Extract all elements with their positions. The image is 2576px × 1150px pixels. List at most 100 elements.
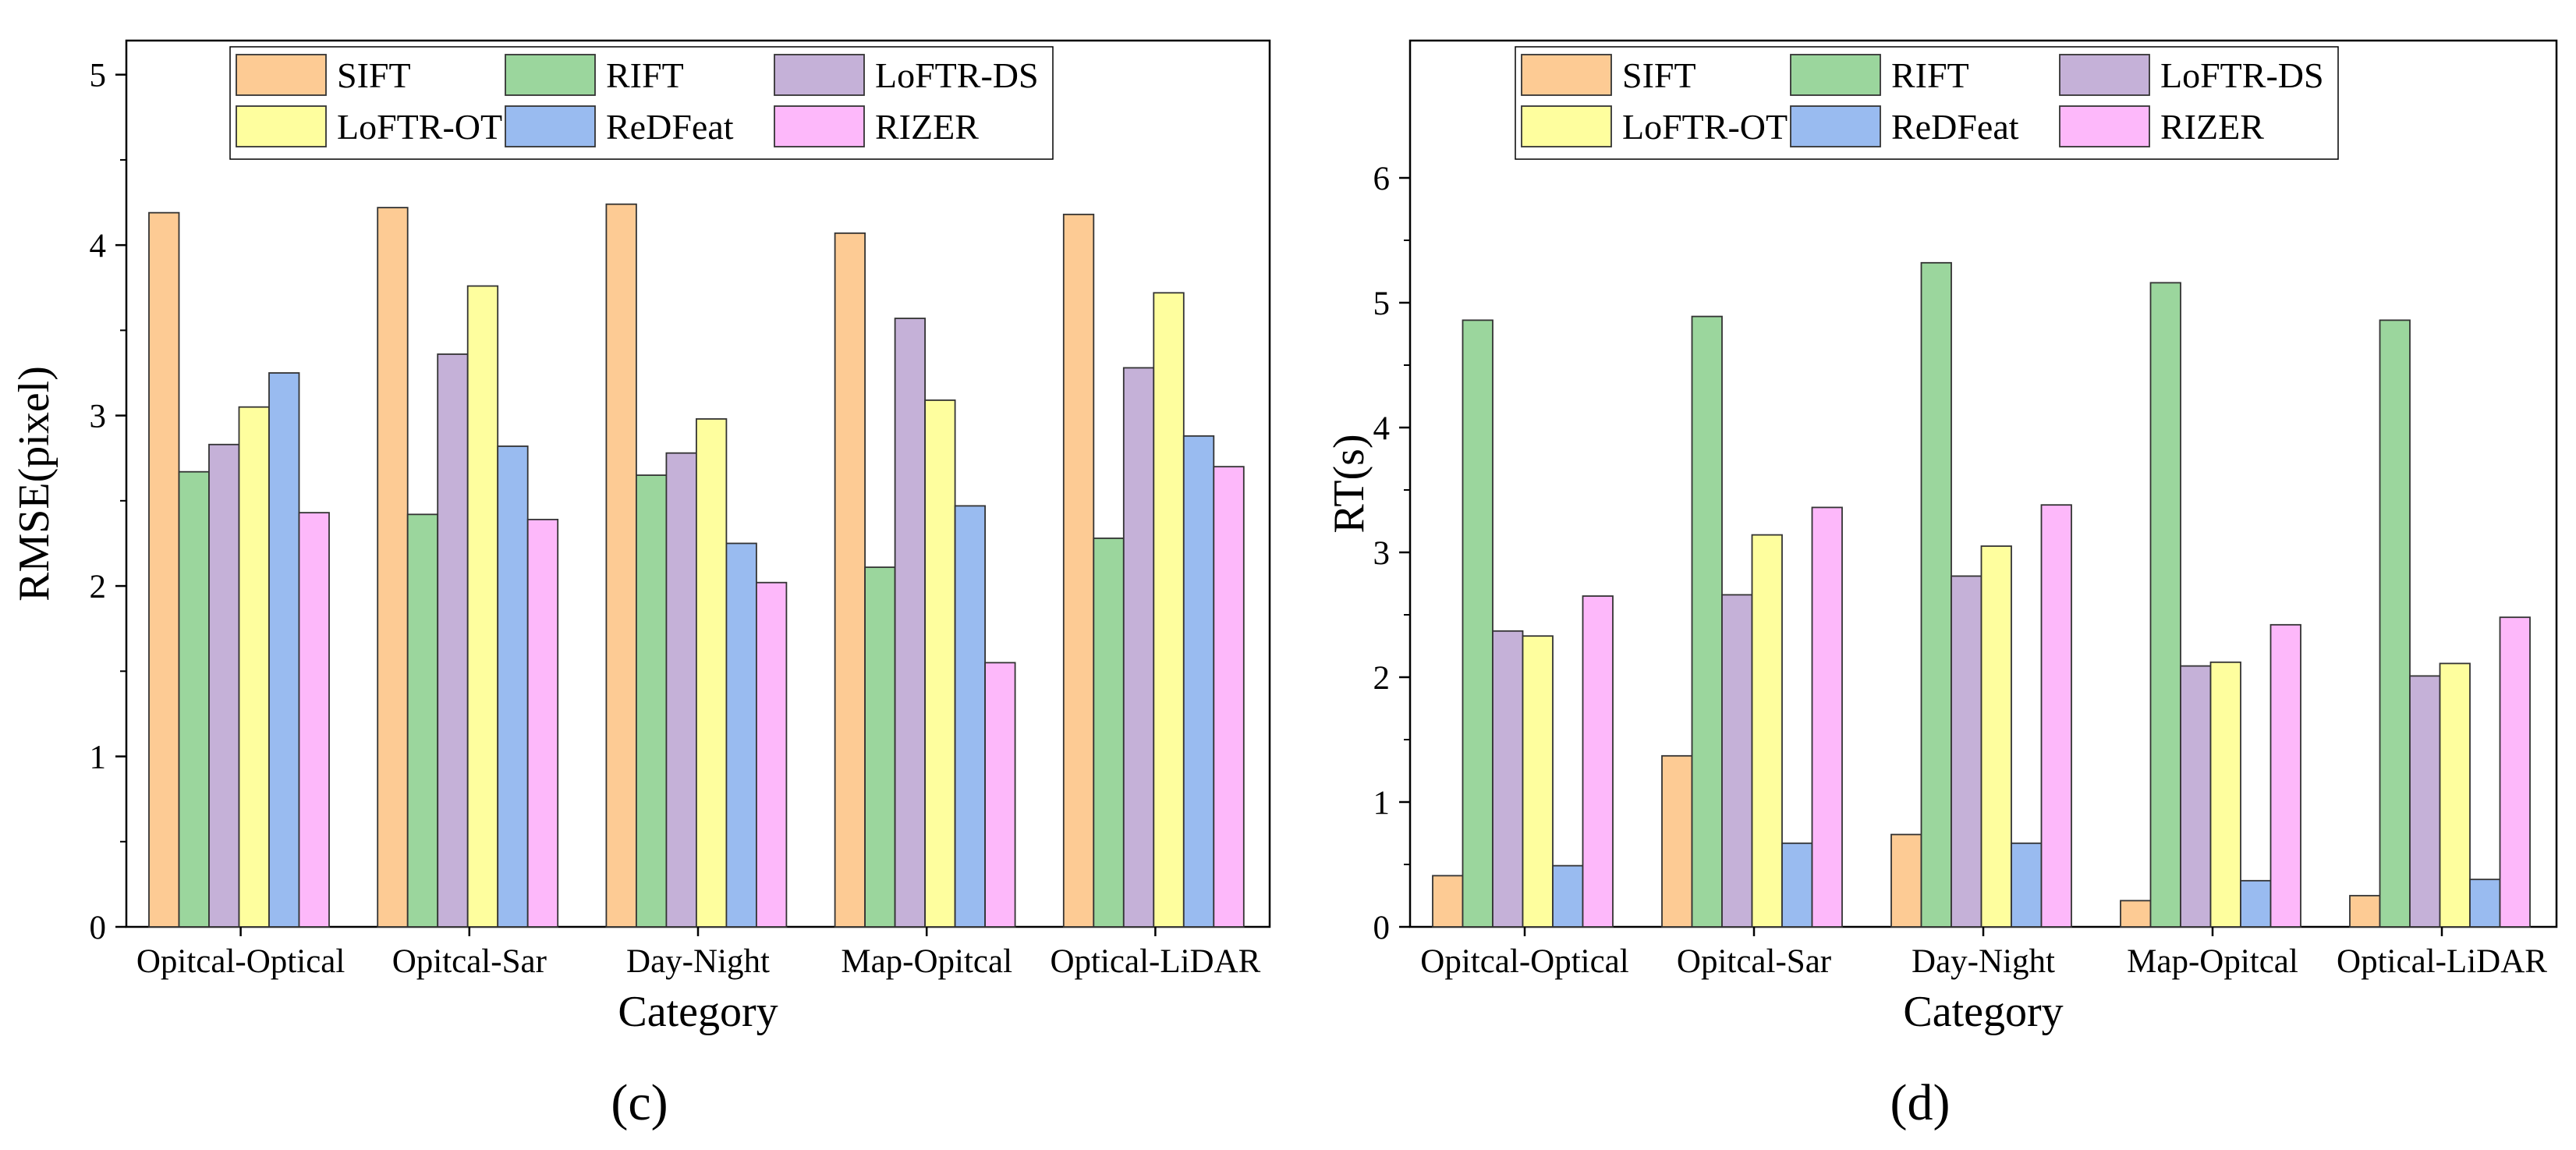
- legend-box: [229, 46, 1054, 160]
- x-tick-label: Opitcal-Sar: [1677, 943, 1831, 980]
- bar-rizer-3: [984, 662, 1016, 928]
- legend-swatch-sift: [1521, 54, 1612, 96]
- bar-rift-4: [2379, 319, 2411, 928]
- bar-rift-2: [1920, 261, 1952, 928]
- bar-rizer-4: [1213, 466, 1245, 928]
- bar-rift-3: [2149, 282, 2181, 928]
- bar-sift-0: [148, 211, 180, 928]
- bar-loftr-ot-2: [1980, 545, 2012, 928]
- bar-redfeat-4: [1182, 435, 1215, 928]
- bar-loftr-ds-3: [2180, 665, 2212, 928]
- bar-sift-4: [2349, 895, 2381, 928]
- bar-loftr-ds-4: [2409, 675, 2441, 928]
- legend-label-rift: RIFT: [1891, 55, 1969, 95]
- bar-loftr-ds-2: [1951, 575, 1982, 928]
- legend-swatch-rift: [1790, 54, 1881, 96]
- bar-rift-3: [864, 566, 896, 928]
- x-tick-label: Optical-LiDAR: [1050, 943, 1260, 980]
- bar-redfeat-0: [1552, 864, 1584, 928]
- bar-rizer-2: [756, 581, 788, 928]
- legend-label-loftr-ot: LoFTR-OT: [1622, 107, 1788, 147]
- legend-label-sift: SIFT: [337, 55, 411, 95]
- legend-swatch-redfeat: [505, 105, 596, 147]
- legend-label-loftr-ot: LoFTR-OT: [337, 107, 502, 147]
- x-axis-title: Category: [618, 988, 778, 1036]
- bar-sift-4: [1062, 213, 1095, 928]
- bar-sift-3: [834, 232, 866, 928]
- bar-sift-2: [1890, 833, 1922, 928]
- legend-swatch-rizer: [2059, 105, 2150, 147]
- legend-swatch-rizer: [774, 105, 865, 147]
- bar-loftr-ot-0: [238, 406, 270, 928]
- y-tick-label: 2: [90, 569, 107, 605]
- legend-label-redfeat: ReDFeat: [1891, 107, 2019, 147]
- bar-rizer-0: [298, 512, 330, 928]
- legend-swatch-loftr-ot: [236, 105, 327, 147]
- bar-redfeat-2: [2011, 842, 2043, 928]
- panel-label: (d): [1890, 1074, 1951, 1131]
- bar-rizer-1: [1811, 506, 1843, 928]
- y-tick-label: 0: [90, 910, 107, 946]
- legend-label-loftr-ds: LoFTR-DS: [2160, 55, 2324, 95]
- y-tick-label: 6: [1373, 161, 1391, 197]
- legend-swatch-rift: [505, 54, 596, 96]
- x-tick-label: Optical-LiDAR: [2337, 943, 2547, 980]
- bar-loftr-ot-0: [1522, 635, 1554, 928]
- legend-box: [1515, 46, 2339, 160]
- x-tick-label: Opitcal-Optical: [1420, 943, 1629, 980]
- bar-rizer-4: [2499, 616, 2531, 928]
- bar-sift-3: [2120, 900, 2152, 928]
- legend-label-rizer: RIZER: [875, 107, 979, 147]
- bar-loftr-ot-3: [2209, 661, 2241, 928]
- bar-redfeat-1: [497, 445, 529, 928]
- bar-loftr-ds-0: [208, 443, 240, 928]
- bar-redfeat-3: [2240, 879, 2272, 928]
- y-tick-label: 4: [90, 228, 107, 264]
- legend-swatch-loftr-ds: [2059, 54, 2150, 96]
- bar-redfeat-0: [268, 372, 300, 928]
- legend-swatch-redfeat: [1790, 105, 1881, 147]
- x-axis-title: Category: [1903, 988, 2063, 1036]
- legend-label-sift: SIFT: [1622, 55, 1696, 95]
- bar-rift-1: [406, 513, 439, 928]
- bar-sift-2: [605, 203, 637, 928]
- bar-loftr-ot-2: [696, 418, 728, 928]
- x-tick-label: Map-Opitcal: [841, 943, 1012, 980]
- legend-label-rift: RIFT: [606, 55, 684, 95]
- x-tick-label: Map-Opitcal: [2127, 943, 2298, 980]
- bar-loftr-ds-0: [1492, 630, 1524, 928]
- legend-swatch-loftr-ot: [1521, 105, 1612, 147]
- bar-loftr-ds-4: [1122, 367, 1155, 928]
- bar-redfeat-4: [2469, 878, 2501, 928]
- y-tick-label: 2: [1373, 660, 1391, 697]
- bar-loftr-ds-3: [894, 318, 926, 928]
- bar-redfeat-2: [725, 542, 757, 928]
- bar-sift-1: [1661, 754, 1693, 928]
- x-tick-label: Day-Night: [1912, 943, 2055, 980]
- x-tick-label: Day-Night: [626, 943, 770, 980]
- y-tick-label: 0: [1373, 910, 1391, 946]
- x-tick-label: Opitcal-Sar: [392, 943, 547, 980]
- bar-rizer-3: [2270, 623, 2301, 928]
- y-axis-title: RT(s): [1325, 434, 1373, 533]
- y-axis-title: RMSE(pixel): [10, 366, 58, 602]
- legend-swatch-sift: [236, 54, 327, 96]
- bar-loftr-ds-1: [1721, 594, 1753, 928]
- bar-rift-1: [1691, 315, 1723, 928]
- bar-loftr-ot-4: [2439, 662, 2471, 928]
- y-tick-label: 4: [1373, 410, 1391, 447]
- bar-loftr-ot-1: [466, 285, 499, 928]
- bar-rizer-2: [2040, 504, 2072, 928]
- bar-redfeat-3: [954, 505, 986, 928]
- y-tick-label: 5: [90, 58, 107, 94]
- bar-loftr-ds-1: [437, 353, 469, 928]
- legend-swatch-loftr-ds: [774, 54, 865, 96]
- y-tick-label: 3: [1373, 535, 1391, 572]
- bar-rizer-1: [526, 518, 559, 928]
- bar-loftr-ot-4: [1153, 292, 1185, 928]
- chart-panel-d: 0 1 2 3 4 5 6 Opitcal-Optical Opitcal-Sar Day-Nig…: [1325, 39, 2558, 1131]
- y-tick-label: 5: [1373, 286, 1391, 322]
- bar-loftr-ds-2: [665, 452, 697, 928]
- legend-label-rizer: RIZER: [2160, 107, 2264, 147]
